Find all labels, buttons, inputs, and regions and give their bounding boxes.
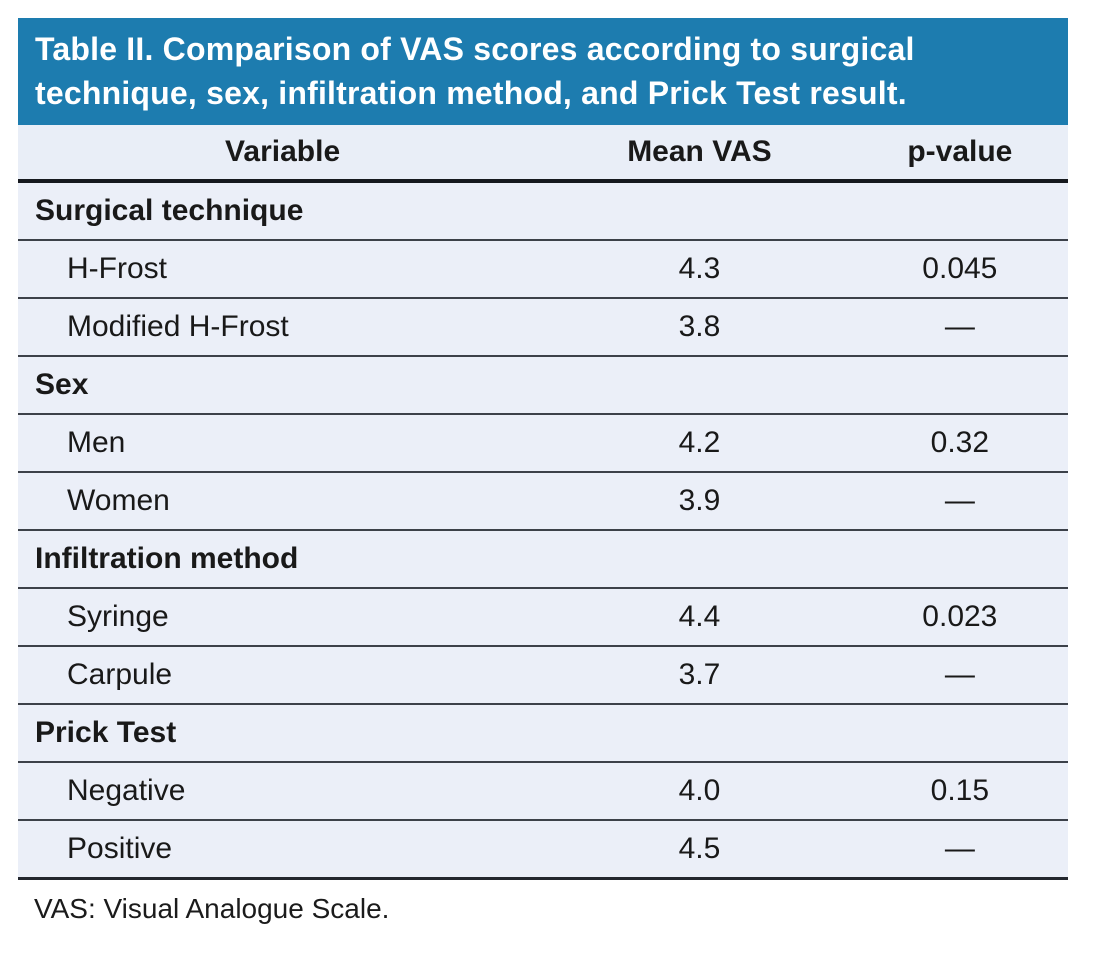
mean-vas-cell: 4.4: [547, 588, 852, 647]
table-row: Positive 4.5—: [18, 820, 1068, 880]
variable-cell: Modified H-Frost: [18, 298, 548, 357]
section-header-label: Surgical technique: [18, 181, 1068, 241]
vas-table-card: Table II. Comparison of VAS scores accor…: [18, 18, 1068, 925]
p-value-cell: 0.045: [851, 240, 1068, 299]
table-caption-line-1: Table II. Comparison of VAS scores accor…: [35, 31, 915, 67]
mean-vas-cell: 4.5: [547, 820, 852, 880]
section-header-row: Sex: [18, 356, 1068, 415]
section-header-row: Prick Test: [18, 704, 1068, 763]
variable-cell: Positive: [18, 820, 548, 880]
table-caption-line-2: technique, sex, infiltration method, and…: [35, 75, 907, 111]
p-value-cell: —: [851, 298, 1068, 357]
p-value-cell: 0.15: [851, 762, 1068, 821]
section-header-row: Infiltration method: [18, 530, 1068, 589]
mean-vas-cell: 3.9: [547, 472, 852, 531]
table-row: Syringe 4.4 0.023: [18, 588, 1068, 647]
variable-cell: Women: [18, 472, 548, 531]
section-header-label: Prick Test: [18, 704, 1068, 763]
variable-cell: Negative: [18, 762, 548, 821]
table-row: Negative 4.0 0.15: [18, 762, 1068, 821]
variable-cell: Syringe: [18, 588, 548, 647]
mean-vas-cell: 4.0: [547, 762, 852, 821]
table-row: Men 4.2 0.32: [18, 414, 1068, 473]
table-row: Women 3.9—: [18, 472, 1068, 531]
mean-vas-cell: 3.8: [547, 298, 852, 357]
p-value-cell: 0.32: [851, 414, 1068, 473]
p-value-cell: 0.023: [851, 588, 1068, 647]
variable-cell: Carpule: [18, 646, 548, 705]
column-header-variable: Variable: [18, 125, 548, 183]
variable-cell: H-Frost: [18, 240, 548, 299]
variable-cell: Men: [18, 414, 548, 473]
table-caption: Table II. Comparison of VAS scores accor…: [18, 18, 1068, 125]
section-header-label: Sex: [18, 356, 1068, 415]
table-body: Surgical technique H-Frost 4.3 0.045 Modifie…: [18, 181, 1068, 880]
section-header-label: Infiltration method: [18, 530, 1068, 589]
column-header-mean-vas: Mean VAS: [547, 125, 852, 183]
p-value-cell: —: [851, 820, 1068, 880]
mean-vas-cell: 4.2: [547, 414, 852, 473]
table-row: Modified H-Frost 3.8—: [18, 298, 1068, 357]
p-value-cell: —: [851, 646, 1068, 705]
mean-vas-cell: 3.7: [547, 646, 852, 705]
section-header-row: Surgical technique: [18, 181, 1068, 241]
table-row: Carpule 3.7—: [18, 646, 1068, 705]
table-footnote: VAS: Visual Analogue Scale.: [34, 893, 390, 924]
mean-vas-cell: 4.3: [547, 240, 852, 299]
column-header-p-value: p-value: [851, 125, 1068, 183]
vas-comparison-table: Variable Mean VAS p-value Surgical techn…: [18, 125, 1068, 880]
column-header-row: Variable Mean VAS p-value: [18, 125, 1068, 183]
p-value-cell: —: [851, 472, 1068, 531]
table-row: H-Frost 4.3 0.045: [18, 240, 1068, 299]
